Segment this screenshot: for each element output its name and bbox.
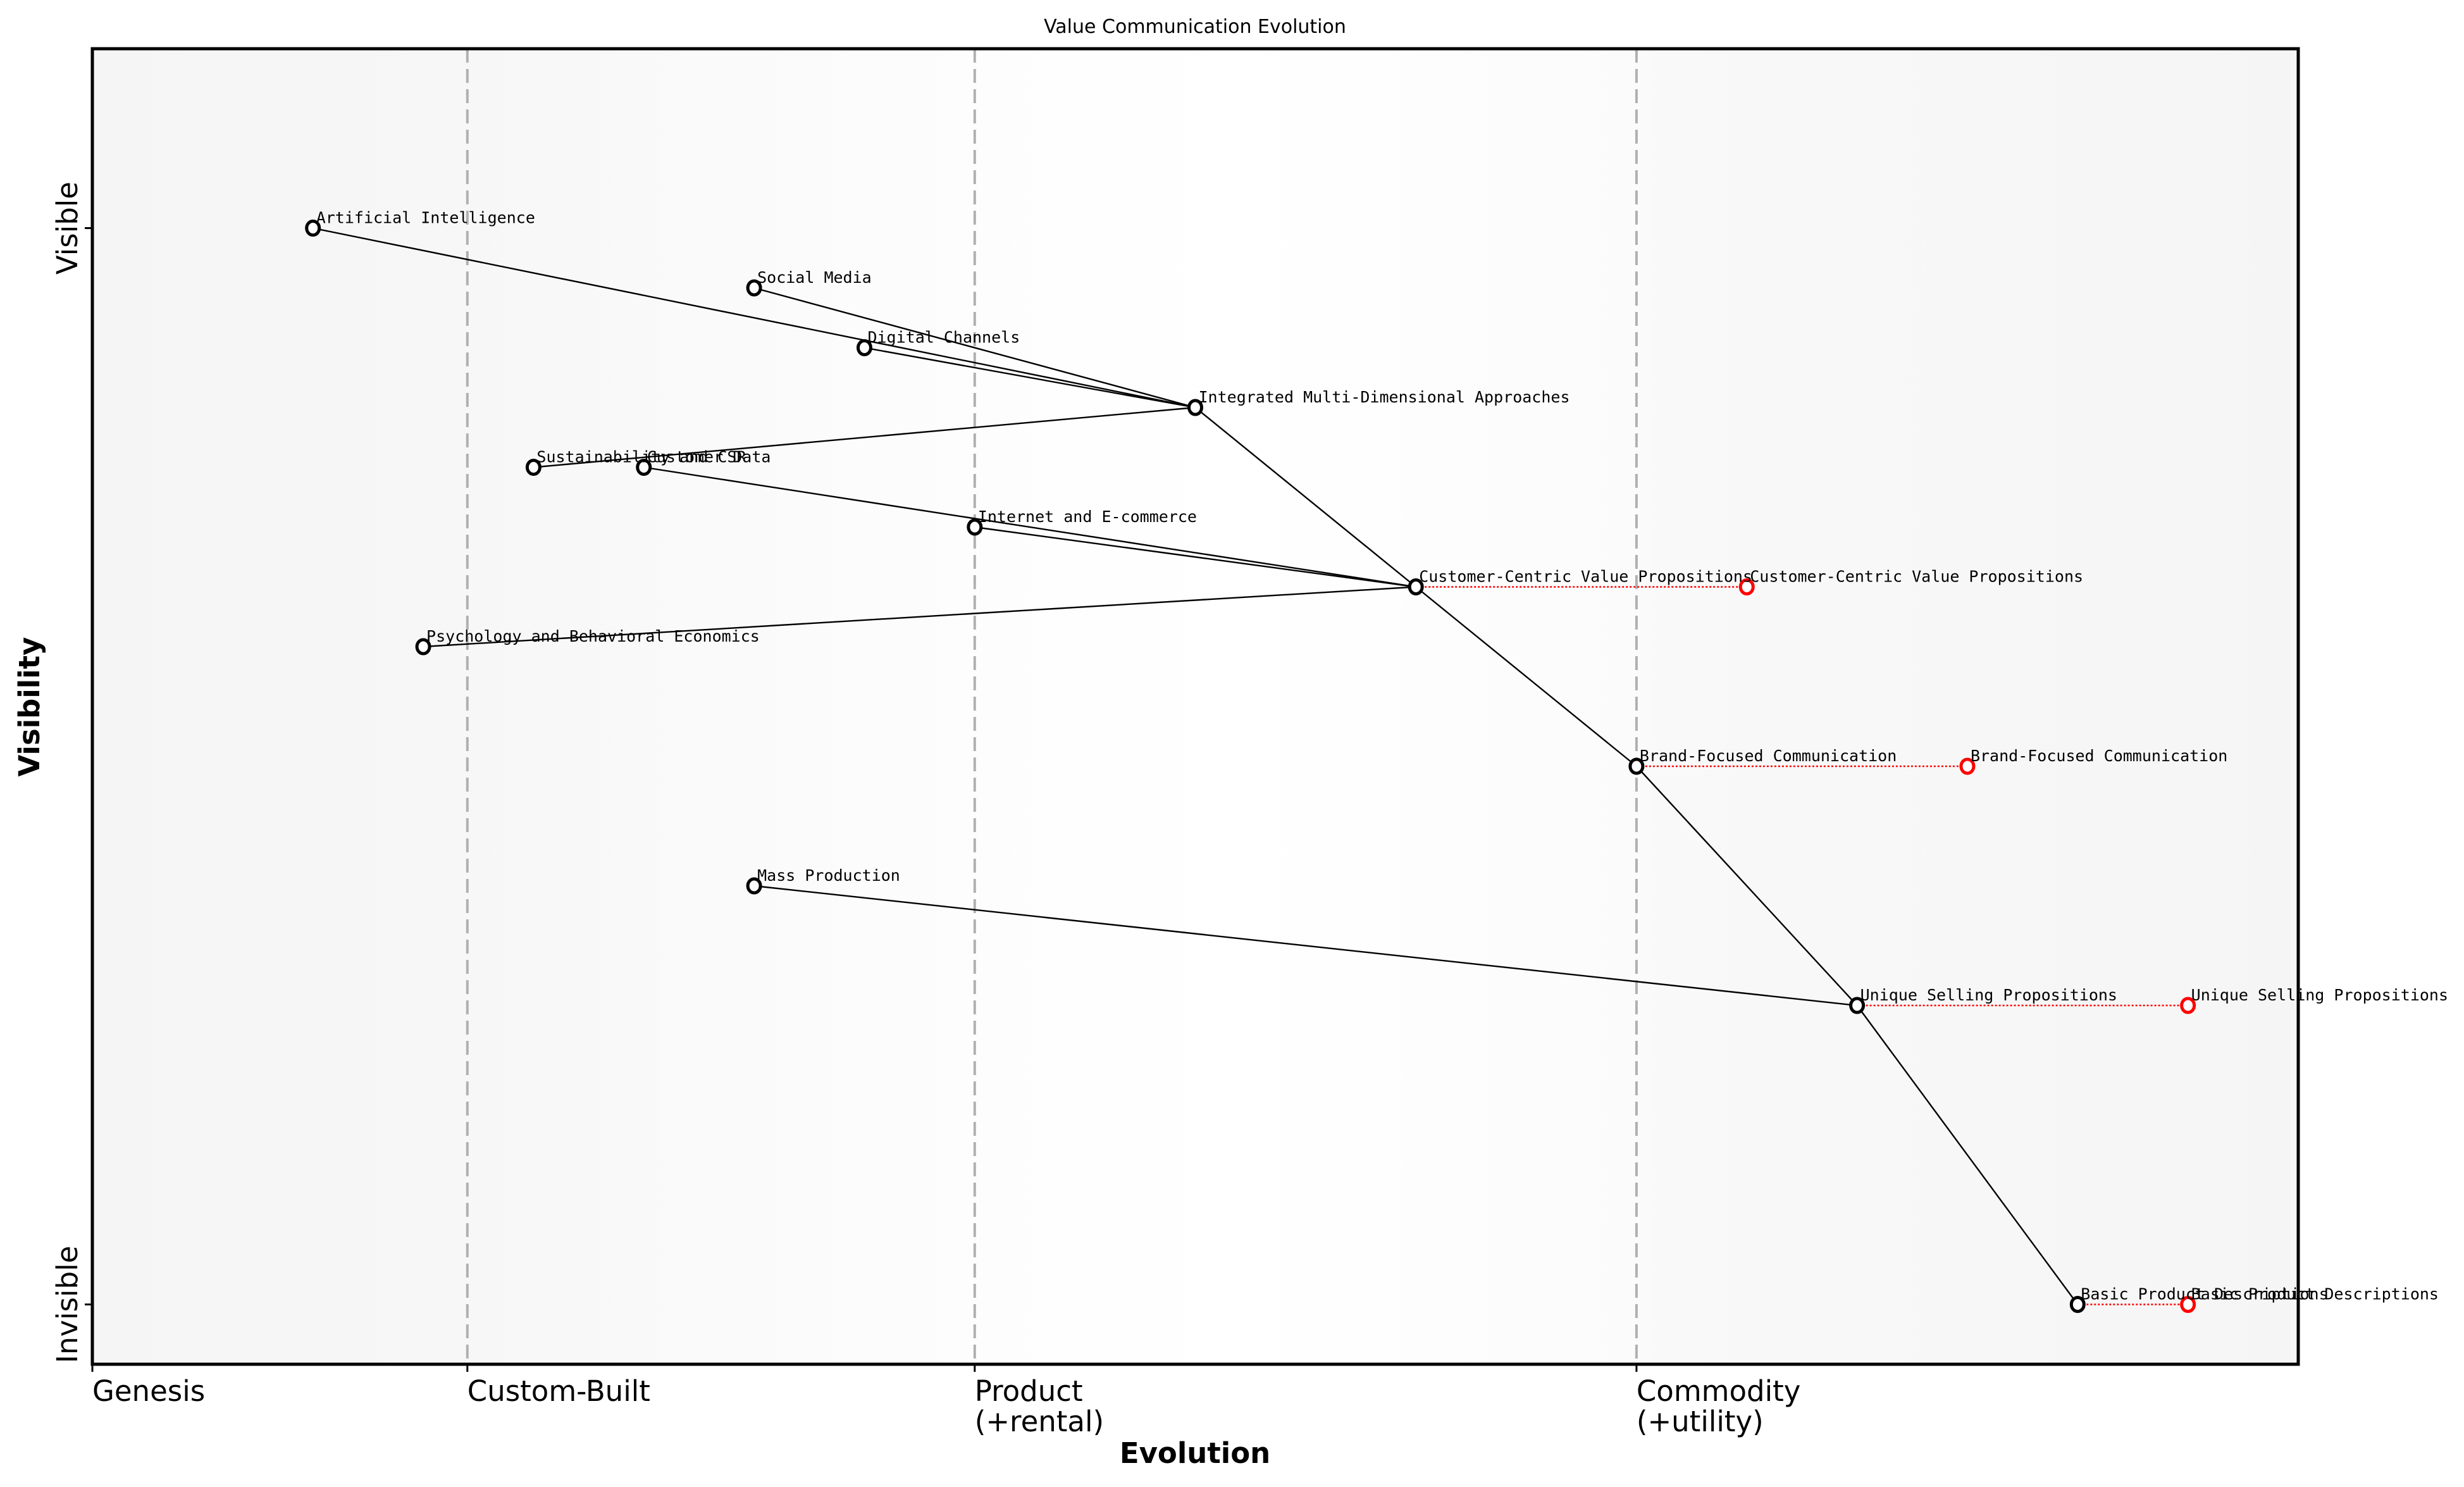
- y-axis-title: Visibility: [13, 637, 46, 776]
- component-label: Digital Channels: [867, 328, 1020, 347]
- component-label: Artificial Intelligence: [316, 209, 535, 227]
- y-tick-label: Visible: [51, 182, 84, 275]
- component-labels: Artificial Intelligence Social Media Digit…: [316, 209, 2448, 1303]
- dependency-link: [864, 347, 1196, 409]
- component-node[interactable]: [1849, 997, 1866, 1014]
- evolved-component-node[interactable]: [1959, 757, 1976, 775]
- plot-frame: [90, 47, 2300, 1366]
- evolved-component-label: Basic Product Descriptions: [2191, 1285, 2439, 1303]
- evolved-component-node[interactable]: [2180, 997, 2196, 1014]
- x-tick-label: (+rental): [975, 1405, 1104, 1438]
- component-label: Social Media: [757, 268, 872, 287]
- evolution-lines: [1421, 586, 2183, 1305]
- component-node[interactable]: [415, 638, 431, 656]
- dependency-links: [313, 227, 2079, 1305]
- dependency-link: [313, 227, 1196, 409]
- evolved-component-node[interactable]: [1738, 578, 1755, 595]
- dependency-link: [753, 287, 1196, 409]
- component-node[interactable]: [636, 459, 652, 476]
- dependency-link: [423, 586, 1416, 648]
- dependency-link: [974, 526, 1416, 588]
- component-node[interactable]: [525, 459, 542, 476]
- y-tick-label: Invisible: [51, 1246, 84, 1364]
- component-node[interactable]: [746, 877, 762, 895]
- dependency-link: [1194, 407, 1416, 588]
- dependency-link: [753, 885, 1857, 1007]
- plot-background: [92, 49, 2298, 1364]
- y-axis-ticks: Invisible Visible: [51, 182, 92, 1363]
- component-label: Psychology and Behavioral Economics: [426, 627, 760, 645]
- dependency-link: [1856, 1005, 2079, 1305]
- component-node[interactable]: [1408, 578, 1424, 595]
- x-tick-label: Custom-Built: [467, 1374, 650, 1408]
- component-node[interactable]: [1187, 399, 1203, 416]
- component-node[interactable]: [856, 339, 872, 356]
- evolved-component-label: Unique Selling Propositions: [2191, 986, 2448, 1004]
- x-axis-ticks: Genesis Custom-Built Product(+rental) Commo…: [91, 1364, 1801, 1438]
- component-label: Customer-Centric Value Propositions: [1419, 568, 1752, 586]
- component-node[interactable]: [305, 220, 321, 237]
- evolved-component-node[interactable]: [2180, 1296, 2196, 1313]
- component-label: Brand-Focused Communication: [1640, 747, 1897, 765]
- x-tick-label: Product: [975, 1374, 1083, 1408]
- dependency-link: [1415, 586, 1637, 767]
- stage-dividers: [466, 49, 1638, 1364]
- dependency-link: [533, 406, 1196, 468]
- x-tick-label: (+utility): [1637, 1405, 1764, 1438]
- chart-title: Value Communication Evolution: [1044, 16, 1346, 38]
- component-node[interactable]: [1628, 757, 1645, 775]
- evolved-component-label: Customer-Centric Value Propositions: [1750, 568, 2083, 586]
- component-label: Mass Production: [757, 866, 900, 885]
- component-node[interactable]: [967, 518, 983, 536]
- component-label: Integrated Multi-Dimensional Approaches: [1199, 388, 1570, 406]
- component-node[interactable]: [746, 279, 762, 297]
- component-label: Sustainability and CSR: [536, 448, 746, 466]
- dependency-link: [643, 466, 1416, 588]
- evolved-component-label: Brand-Focused Communication: [1971, 747, 2227, 765]
- component-node[interactable]: [2069, 1296, 2086, 1313]
- x-axis-title: Evolution: [1120, 1436, 1270, 1470]
- component-nodes: [305, 220, 2196, 1313]
- dependency-link: [1636, 766, 1858, 1006]
- component-label: Internet and E-commerce: [978, 507, 1197, 526]
- component-label: Basic Product Descriptions: [2081, 1285, 2328, 1303]
- component-label: Customer Data: [647, 448, 771, 466]
- component-label: Unique Selling Propositions: [1860, 986, 2117, 1004]
- x-tick-label: Commodity: [1637, 1374, 1801, 1408]
- x-tick-label: Genesis: [92, 1374, 205, 1408]
